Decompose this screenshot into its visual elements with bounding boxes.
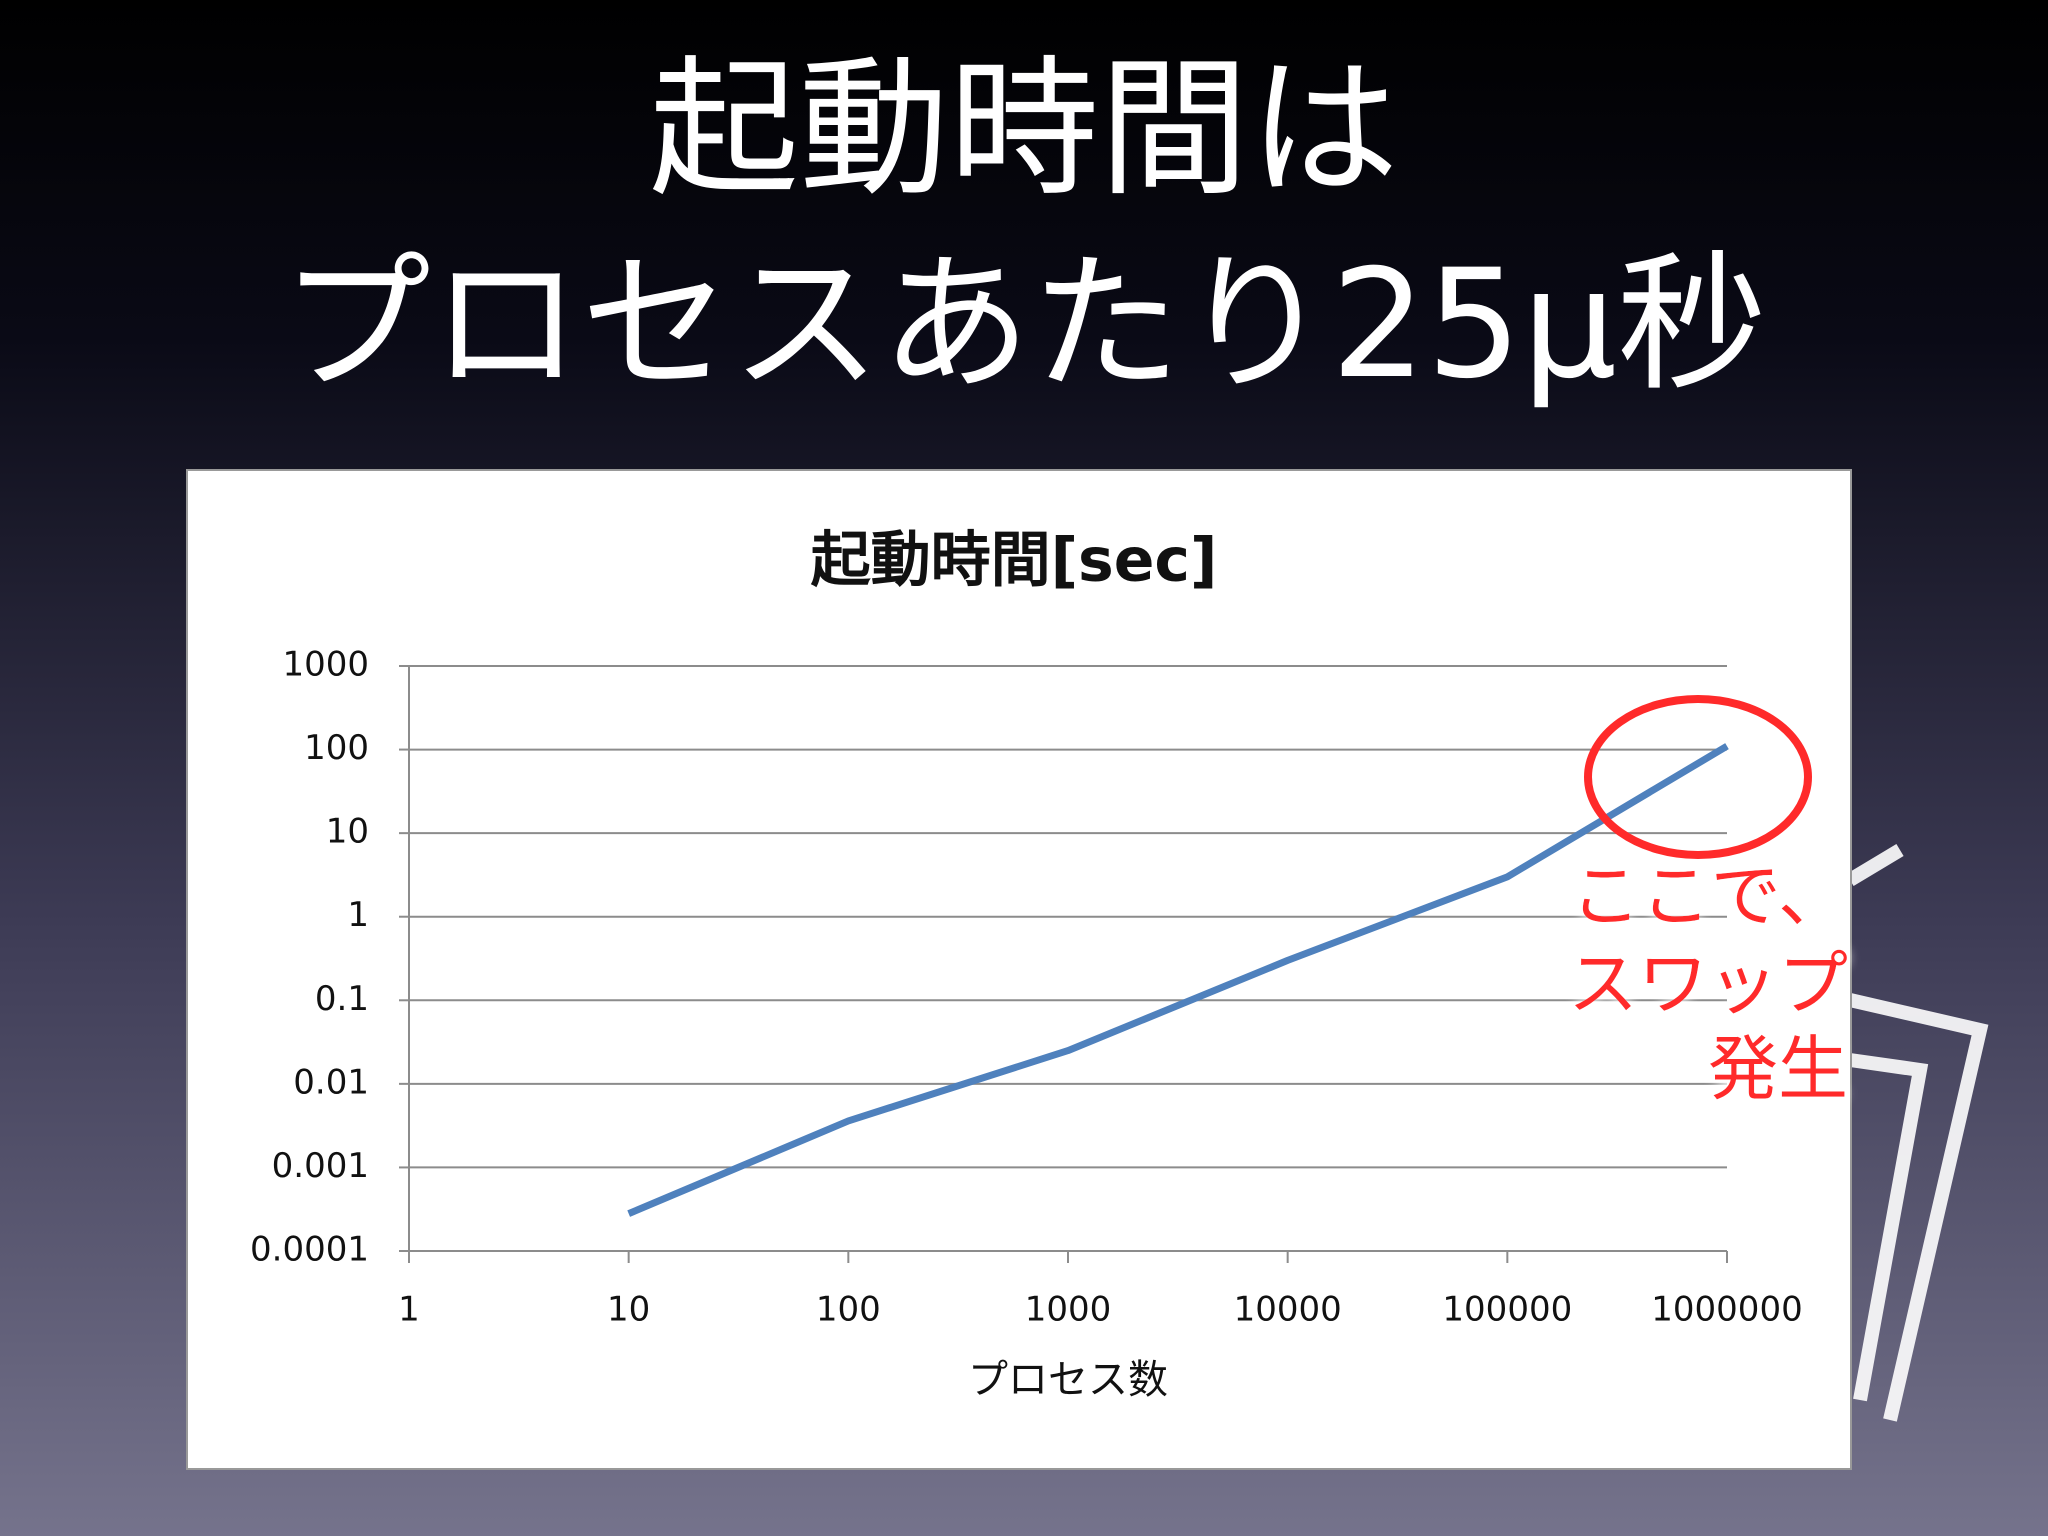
- x-tick-label: 1000: [1025, 1290, 1112, 1330]
- x-axis-title: プロセス数: [968, 1357, 1168, 1403]
- annotation: スワップ: [1568, 943, 1848, 1025]
- y-tick-label: 10: [326, 812, 369, 852]
- y-tick-label: 1000: [282, 645, 369, 685]
- highlight-circle: [1584, 695, 1812, 859]
- x-tick-label: 10: [607, 1290, 650, 1330]
- chart-area: [186, 469, 1852, 1470]
- x-tick-label: 100: [816, 1290, 881, 1330]
- x-tick-label: 1: [398, 1290, 420, 1330]
- x-tick-label: 100000: [1442, 1290, 1572, 1330]
- y-tick-label: 0.01: [293, 1062, 369, 1102]
- y-tick-label: 1: [347, 895, 369, 935]
- y-tick-label: 0.0001: [250, 1230, 369, 1270]
- y-tick-label: 100: [304, 728, 369, 768]
- annotation: ここで、: [1571, 855, 1848, 937]
- y-tick-label: 0.1: [315, 979, 369, 1019]
- chart-title: 起動時間[sec]: [811, 526, 1218, 596]
- slide-title: プロセスあたり25μ秒: [281, 238, 1767, 412]
- y-tick-label: 0.001: [272, 1146, 369, 1186]
- series-line: [627, 743, 1729, 1217]
- decoration: [1846, 843, 1989, 1422]
- x-tick-label: 10000: [1234, 1290, 1342, 1330]
- annotation: 発生: [1708, 1028, 1848, 1110]
- plot: 0.0001 0.001 0.01 0.1 1 10 100 1000 1 10 100 1000 10…: [250, 645, 1848, 1330]
- slide-title: 起動時間は: [649, 43, 1399, 217]
- x-tick-label: 1000000: [1651, 1290, 1802, 1330]
